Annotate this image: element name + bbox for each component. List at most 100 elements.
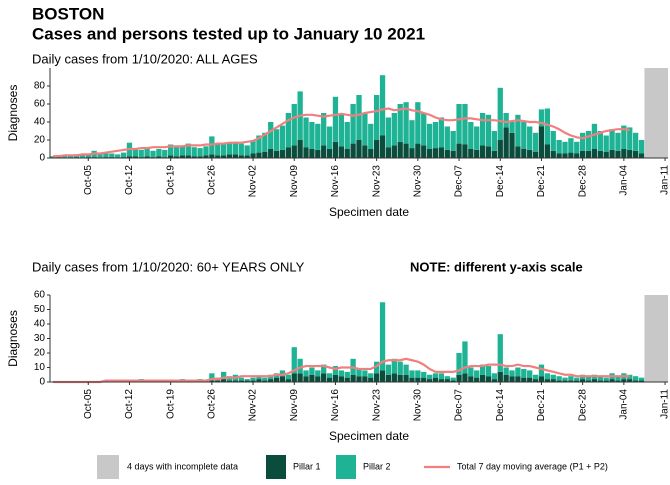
y-tick-label: 40 [34, 319, 46, 330]
bar [456, 374, 462, 382]
bar [580, 132, 586, 151]
bar [326, 373, 333, 378]
bar [468, 367, 474, 377]
x-tick-label: Oct-05 [83, 389, 94, 419]
bar [550, 374, 556, 380]
moving-average-line [52, 107, 630, 158]
bar [474, 149, 480, 158]
bar [374, 361, 380, 374]
x-tick-label: Nov-16 [330, 165, 341, 198]
bar [609, 379, 615, 382]
bar [179, 155, 186, 158]
bar [321, 364, 327, 374]
bar [279, 125, 286, 150]
bar [220, 143, 227, 156]
bar [391, 373, 397, 382]
bar [585, 376, 592, 381]
bar [609, 129, 615, 150]
bar [356, 140, 362, 158]
y-axis-label: Diagnoses [6, 85, 20, 142]
legend-label: Total 7 day moving average (P1 + P2) [457, 461, 608, 471]
bar [379, 370, 386, 382]
bar [497, 371, 503, 382]
bar [509, 132, 515, 158]
bar [191, 156, 197, 158]
bar [638, 140, 645, 154]
bar [485, 114, 492, 147]
bar [538, 376, 545, 382]
bar [421, 145, 427, 158]
bar [326, 126, 333, 149]
bar [521, 377, 527, 382]
bar [209, 373, 215, 381]
bar [515, 376, 521, 382]
bar [350, 374, 356, 382]
bar [568, 138, 574, 153]
bar [456, 104, 462, 144]
bar [556, 380, 562, 382]
bar [321, 373, 327, 382]
bar [326, 149, 333, 158]
bar [285, 113, 292, 148]
bar [562, 153, 568, 158]
bar [238, 143, 244, 156]
bar [426, 374, 433, 380]
bar [250, 377, 256, 381]
bar [362, 376, 368, 382]
chart-title: Daily cases from 1/10/2020: ALL AGES [32, 51, 258, 66]
bar [285, 147, 292, 158]
bar [144, 147, 150, 157]
bar [250, 140, 256, 154]
page-subtitle: Cases and persons tested up to January 1… [32, 24, 425, 43]
bar [638, 153, 645, 158]
legend-label: Pillar 1 [293, 461, 321, 471]
x-tick-label: Nov-09 [289, 165, 300, 198]
bar [550, 131, 556, 151]
bar [338, 370, 344, 377]
bar [627, 374, 633, 380]
bar [315, 149, 321, 158]
bar [538, 364, 545, 377]
bar [379, 135, 386, 158]
bar [474, 370, 480, 378]
bar [585, 150, 592, 158]
y-tick-label: 40 [34, 117, 46, 128]
bar [291, 104, 297, 146]
x-tick-label: Dec-21 [536, 389, 547, 422]
bar [603, 377, 609, 381]
bar [262, 151, 268, 158]
bar [326, 377, 333, 382]
note: NOTE: different y-axis scale [410, 259, 583, 274]
bar [185, 155, 191, 158]
bar [244, 380, 250, 382]
bar [226, 154, 233, 158]
bar [627, 127, 633, 150]
bar [544, 144, 550, 158]
bar [609, 149, 615, 158]
bar [421, 371, 427, 378]
legend-swatch [97, 455, 119, 479]
bar [332, 96, 339, 142]
bar [515, 146, 521, 158]
bar [226, 142, 233, 155]
bar [426, 379, 433, 382]
bar [580, 379, 586, 382]
bar [279, 370, 286, 377]
bar [597, 150, 603, 158]
x-tick-label: Nov-30 [412, 389, 423, 422]
bar [356, 376, 362, 382]
bar [444, 126, 450, 150]
bar [544, 379, 550, 382]
chart-title: Daily cases from 1/10/2020: 60+ YEARS ON… [32, 259, 305, 274]
bar [203, 146, 209, 156]
bar [256, 135, 262, 153]
legend-label: Pillar 2 [363, 461, 391, 471]
bar [285, 379, 292, 382]
bar [273, 377, 280, 382]
bar [415, 102, 421, 144]
bar [562, 380, 568, 382]
bar [391, 358, 397, 374]
bar [574, 141, 580, 154]
bar [521, 149, 527, 158]
